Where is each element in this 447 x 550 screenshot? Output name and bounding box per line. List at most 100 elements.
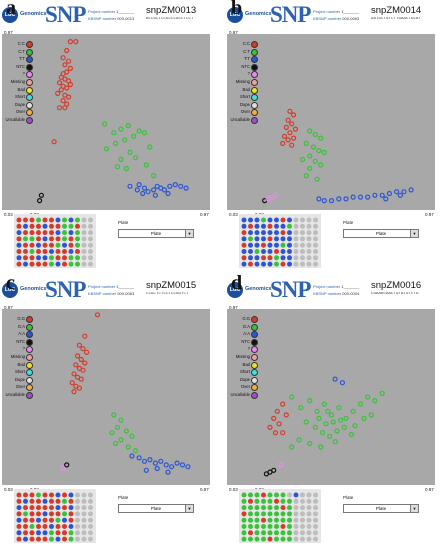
plate-well[interactable] [287,505,292,511]
plate-well[interactable] [36,242,41,248]
plate-well[interactable] [300,217,305,223]
plate-well[interactable] [36,223,41,229]
data-point[interactable] [82,360,88,366]
plate-well[interactable] [248,492,253,498]
plate-well[interactable] [254,498,260,504]
plate-well[interactable] [313,536,318,542]
plate-well[interactable] [68,505,74,511]
data-point[interactable] [125,444,131,450]
data-point[interactable] [299,156,306,163]
plate-well[interactable] [293,530,299,536]
plate-well[interactable] [274,242,279,248]
plate-well[interactable] [254,536,260,542]
data-point[interactable] [287,108,293,114]
data-point[interactable] [327,433,333,439]
data-point[interactable] [185,464,191,470]
chevron-down-icon[interactable]: ▼ [185,230,193,237]
data-point[interactable] [132,448,139,454]
plate-well[interactable] [267,236,273,242]
data-point[interactable] [310,144,317,150]
plate-well[interactable] [248,217,253,223]
plate-well[interactable] [267,223,273,229]
plate-well[interactable] [55,217,61,223]
plate-well[interactable] [241,217,247,223]
plate-well[interactable] [55,505,61,511]
plate-well[interactable] [75,261,80,267]
plate-well[interactable] [280,255,286,261]
plate-well[interactable] [68,524,74,529]
data-point[interactable] [118,126,124,132]
plate-well[interactable] [75,223,80,229]
plate-well[interactable] [68,242,74,248]
plate-well[interactable] [280,511,286,517]
data-point[interactable] [143,467,149,473]
data-point[interactable] [318,444,324,450]
data-point[interactable] [386,190,392,197]
plate-well[interactable] [23,261,28,267]
plate-well[interactable] [254,505,260,511]
plate-well[interactable] [29,261,35,267]
plate-well[interactable] [68,517,74,523]
plate-well[interactable] [36,492,41,498]
data-point[interactable] [316,415,322,422]
data-point[interactable] [136,182,142,188]
plate-well[interactable] [75,255,80,261]
plate-well[interactable] [62,261,67,267]
data-point[interactable] [271,467,277,473]
data-point[interactable] [178,183,184,189]
plate-well[interactable] [75,249,80,254]
plate-well[interactable] [267,511,273,517]
plate-well[interactable] [36,249,41,254]
plate-well[interactable] [267,492,273,498]
plate-well[interactable] [313,230,318,236]
plate-well[interactable] [49,530,54,536]
plate-well[interactable] [248,536,253,542]
data-point[interactable] [283,412,289,418]
plate-well[interactable] [267,255,273,261]
data-point[interactable] [357,194,364,200]
data-point[interactable] [121,137,128,143]
plate-well[interactable] [280,505,286,511]
plate-well[interactable] [280,249,286,254]
plate-well[interactable] [36,536,41,542]
chevron-down-icon[interactable]: ▼ [410,505,418,512]
plate-well[interactable] [261,498,266,504]
plate-well[interactable] [293,255,299,261]
data-point[interactable] [152,460,158,466]
plate-well[interactable] [88,536,93,542]
plate-well[interactable] [300,242,305,248]
data-point[interactable] [62,62,68,68]
plate-well[interactable] [49,261,54,267]
plate-well[interactable] [49,236,54,242]
plate-well[interactable] [267,517,273,523]
plate-well[interactable] [62,517,67,523]
plate-well[interactable] [306,236,312,242]
plate-well[interactable] [274,230,279,236]
data-point[interactable] [328,198,335,204]
plate-well[interactable] [300,505,305,511]
data-point[interactable] [307,153,313,159]
plate-well[interactable] [274,255,279,261]
plate-well[interactable] [55,261,61,267]
plate-well[interactable] [293,498,299,504]
plate-well[interactable] [313,255,318,261]
plate-well[interactable] [88,249,93,254]
data-point[interactable] [289,142,295,148]
plate-well[interactable] [293,217,299,223]
plate-well[interactable] [68,230,74,236]
plate-well[interactable] [267,242,273,248]
data-point[interactable] [82,333,88,339]
plate-well[interactable] [267,217,273,223]
data-point[interactable] [118,156,124,163]
plate-well[interactable] [261,492,266,498]
plate-well[interactable] [29,249,35,254]
data-point[interactable] [127,183,133,189]
plate-well[interactable] [68,236,74,242]
plate-well[interactable] [68,492,74,498]
plate-well[interactable] [42,498,48,504]
plate-well[interactable] [313,498,318,504]
data-point[interactable] [140,190,146,197]
plate-well[interactable] [313,249,318,254]
plate-well[interactable] [267,536,273,542]
plate-well[interactable] [88,261,93,267]
